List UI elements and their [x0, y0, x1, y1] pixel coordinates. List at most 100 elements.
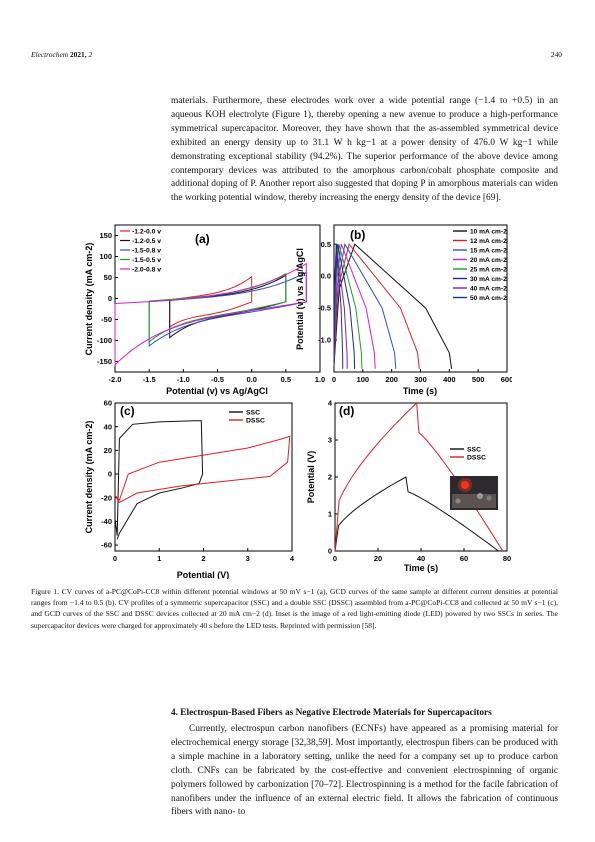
legend-entry: 30 mA cm-2 — [470, 276, 507, 283]
x-tick-label: 1 — [157, 554, 161, 563]
x-tick-label: -1.5 — [143, 375, 156, 384]
y-tick-label: -0.5 — [318, 304, 331, 313]
panel-d-xlabel: Time (s) — [404, 563, 438, 573]
cv-loop-ssc — [114, 420, 204, 540]
cv-loop-4 — [148, 272, 287, 343]
section-heading: 4. Electrospun-Based Fibers as Negative … — [171, 708, 492, 718]
cv-loop-dssc — [114, 435, 291, 504]
gcd-curve-ssc — [334, 476, 499, 552]
gcd-curve-3 — [333, 242, 397, 369]
x-tick-label: 300 — [414, 375, 427, 384]
panel-a-ylabel: Current density (mA cm-2) — [84, 243, 94, 356]
legend-entry: 25 mA cm-2 — [470, 267, 507, 274]
cv-loop-2 — [169, 274, 287, 339]
y-tick-label: 50 — [104, 273, 112, 282]
x-tick-label: 0 — [332, 375, 336, 384]
x-tick-label: -1.0 — [177, 375, 190, 384]
y-tick-label: 20 — [104, 446, 112, 455]
y-tick-label: -60 — [101, 541, 112, 550]
x-tick-label: 600 — [501, 375, 512, 384]
x-tick-label: 1.0 — [315, 375, 325, 384]
led-inset-photo — [450, 476, 498, 510]
body-paragraph-2: Currently, electrospun carbon nanofibers… — [171, 724, 559, 818]
x-tick-label: 80 — [503, 554, 511, 563]
gcd-curve-1 — [333, 243, 453, 369]
y-tick-label: 2 — [328, 473, 332, 482]
cv-loop-1 — [169, 275, 253, 329]
legend-entry: DSSC — [467, 455, 486, 462]
panel-c-ylabel: Current density (mA cm-2) — [84, 421, 94, 534]
legend-entry: 12 mA cm-2 — [470, 238, 507, 245]
panel-a-label: (a) — [195, 232, 210, 246]
x-tick-label: 4 — [290, 554, 295, 563]
legend-entry: 20 mA cm-2 — [470, 257, 507, 264]
x-tick-label: -2.0 — [109, 375, 122, 384]
running-header-journal: Electrochem 2021, 2 — [31, 50, 93, 59]
x-tick-label: 200 — [385, 375, 398, 384]
panel-d-label: (d) — [339, 404, 354, 418]
panel-b: (b) 0 100 200 300 400 500 600 0.5 0.0 -0.5 -1.0 10… — [295, 224, 512, 396]
y-tick-label: 3 — [328, 436, 332, 445]
legend-entry: SSC — [246, 410, 260, 417]
y-tick-label: -20 — [101, 493, 112, 502]
panel-a: (a) -2.0 -1.5 -1.0 -0.5 0.0 0.5 1.0 150 100 50 0 -5… — [84, 224, 325, 396]
y-tick-label: -100 — [97, 336, 112, 345]
gcd-curve-8 — [333, 244, 344, 369]
y-tick-label: 0.0 — [321, 272, 331, 281]
figure-caption: Figure 1. CV curves of a-PC@CoPi-CC8 wit… — [31, 587, 558, 630]
y-tick-label: 60 — [104, 399, 112, 408]
x-tick-label: 0 — [333, 554, 337, 563]
panel-c-label: (c) — [120, 404, 135, 418]
legend-entry: -1.5-0.8 v — [132, 248, 161, 255]
y-tick-label: 0 — [108, 470, 112, 479]
gcd-curve-2 — [333, 243, 420, 369]
page-number: 240 — [550, 50, 562, 59]
legend-entry: 10 mA cm-2 — [470, 229, 507, 236]
figure-1: (a) -2.0 -1.5 -1.0 -0.5 0.0 0.5 1.0150100500-5… — [84, 224, 512, 579]
legend-entry: -1.2-0.5 v — [132, 238, 161, 245]
legend-entry: -1.5-0.5 v — [132, 257, 161, 264]
x-tick-label: 500 — [472, 375, 485, 384]
panel-b-label: (b) — [350, 228, 365, 242]
y-tick-label: 150 — [99, 231, 112, 240]
x-tick-label: 0.5 — [281, 375, 291, 384]
legend-entry: 40 mA cm-2 — [470, 286, 507, 293]
x-tick-label: 100 — [357, 375, 370, 384]
x-tick-label: 400 — [443, 375, 456, 384]
x-tick-label: -0.5 — [211, 375, 224, 384]
x-tick-label: 3 — [246, 554, 250, 563]
panel-a-xlabel: Potential (v) vs Ag/AgCl — [166, 386, 268, 396]
body-paragraph-1: materials. Furthermore, these electrodes… — [171, 96, 559, 204]
x-tick-label: 0.0 — [246, 375, 256, 384]
y-tick-label: 1 — [328, 510, 332, 519]
y-tick-label: 40 — [104, 422, 112, 431]
legend-entry: -2.0-0.8 v — [132, 267, 161, 274]
cv-loop-5 — [114, 262, 307, 367]
panel-b-xlabel: Time (s) — [403, 386, 437, 396]
panel-d-ylabel: Potential (V) — [306, 451, 316, 504]
x-tick-label: 40 — [417, 554, 425, 563]
legend-entry: 50 mA cm-2 — [470, 295, 507, 302]
x-tick-label: 60 — [460, 554, 468, 563]
panel-c-xlabel: Potential (V) — [177, 570, 230, 579]
y-tick-label: 100 — [99, 252, 112, 261]
y-tick-label: -40 — [101, 517, 112, 526]
x-tick-label: 0 — [113, 554, 117, 563]
x-tick-label: 20 — [374, 554, 382, 563]
gcd-curve-4 — [333, 244, 376, 369]
y-tick-label: -50 — [101, 315, 112, 324]
y-tick-label: 0 — [108, 294, 112, 303]
y-tick-label: -150 — [97, 357, 112, 366]
panel-b-ylabel: Potential (v) vs Ag/AgCl — [295, 248, 305, 350]
x-tick-label: 2 — [201, 554, 205, 563]
y-tick-label: 4 — [328, 399, 333, 408]
legend-entry: DSSC — [246, 418, 265, 425]
legend-entry: 15 mA cm-2 — [470, 248, 507, 255]
legend-entry: SSC — [467, 447, 481, 454]
y-tick-label: 0 — [328, 547, 332, 556]
y-tick-label: 0.5 — [321, 240, 331, 249]
y-tick-label: -1.0 — [318, 336, 331, 345]
legend-entry: -1.2-0.0 v — [132, 229, 161, 236]
